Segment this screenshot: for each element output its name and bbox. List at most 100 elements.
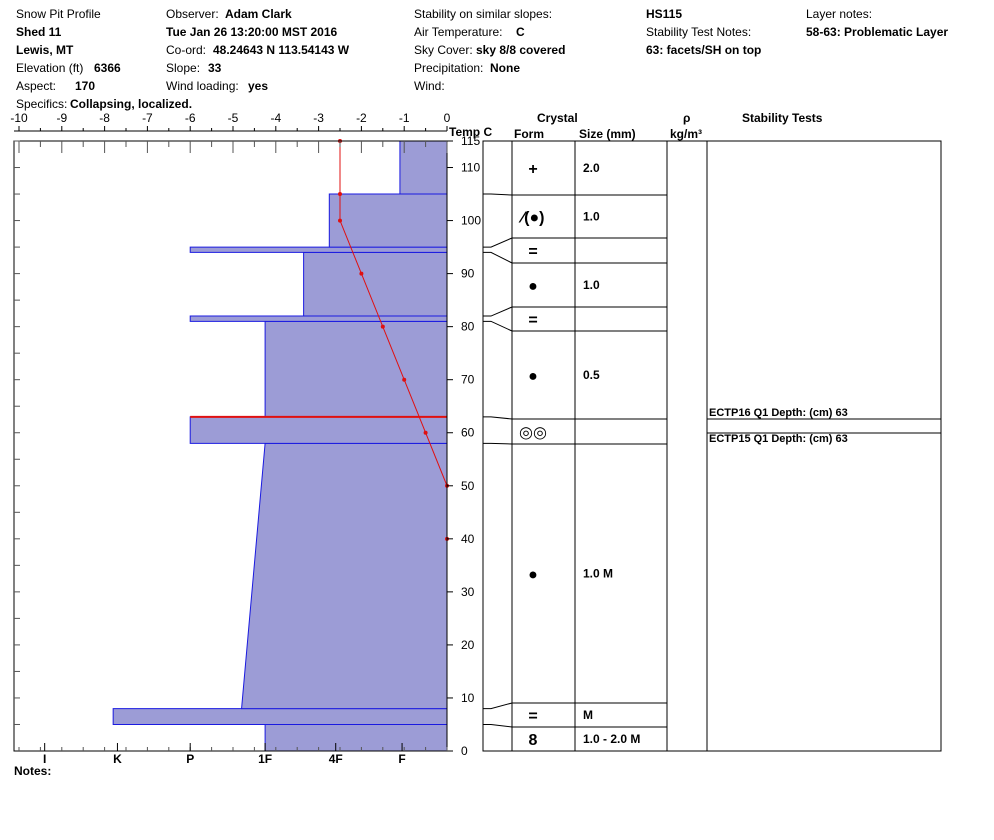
stability-test-entry: ECTP15 Q1 Depth: (cm) 63 — [709, 433, 848, 445]
height-tick-label: 110 — [461, 161, 480, 175]
air-temp-label: Air Temperature: — [414, 25, 503, 39]
height-tick-label: 50 — [461, 479, 475, 493]
depth-hoar-icon: 8 — [529, 732, 538, 749]
wind-label: Wind: — [414, 79, 445, 93]
aspect-value: 170 — [75, 79, 96, 93]
specifics-label: Specifics: — [16, 97, 68, 111]
hardness-tick-label: 1F — [258, 752, 272, 766]
hardness-tick-label: K — [113, 752, 122, 766]
layer-table-border — [482, 140, 942, 752]
hardness-tick-label: 4F — [329, 752, 343, 766]
stability-test-entry: ECTP16 Q1 Depth: (cm) 63 — [709, 407, 848, 419]
height-tick-label: 10 — [461, 691, 475, 705]
layer-connector — [483, 442, 513, 445]
crystal-header: Crystal — [537, 111, 578, 125]
layer-notes-label: Layer notes: — [806, 7, 873, 21]
temp-tick-label: -8 — [99, 111, 110, 125]
temperature-point — [338, 218, 342, 223]
height-tick-label: 0 — [461, 744, 468, 758]
aspect-label: Aspect: — [16, 79, 57, 93]
sky-value: sky 8/8 covered — [476, 43, 566, 57]
layer-size: 0.5 — [583, 368, 600, 382]
layer-connector — [483, 702, 513, 710]
layer-size: 1.0 — [583, 278, 600, 292]
stability-similar-label: Stability on similar slopes: — [414, 7, 553, 21]
hardness-layer — [112, 708, 448, 725]
location: Lewis, MT — [16, 43, 74, 57]
chart-title: Snow Pit Profile — [16, 7, 101, 21]
layer-connector — [483, 320, 513, 332]
layer-connector — [483, 251, 513, 264]
air-temp-value: C — [516, 25, 525, 39]
hardness-layer — [241, 442, 448, 710]
hardness-profile — [112, 140, 448, 752]
layer-connector — [483, 306, 513, 317]
height-tick-label: 100 — [461, 214, 481, 228]
wind-loading-label: Wind loading: — [166, 79, 239, 93]
hardness-layer — [189, 416, 448, 444]
height-tick-label: 70 — [461, 373, 475, 387]
layer-size: 2.0 — [583, 161, 600, 175]
height-tick-label: 60 — [461, 426, 475, 440]
datetime: Tue Jan 26 13:20:00 MST 2016 — [166, 25, 338, 39]
decomposing-rounded-icon: ⁄(●) — [519, 210, 545, 227]
temp-tick-label: -9 — [56, 111, 67, 125]
surface-hoar-icon: = — [528, 312, 537, 329]
hardness-layer — [303, 251, 448, 317]
wind-loading-value: yes — [248, 79, 269, 93]
precip-value: None — [490, 61, 520, 75]
layer-connector — [483, 416, 513, 420]
rounded-grains-icon: ● — [528, 567, 538, 584]
form-header: Form — [514, 127, 544, 141]
temperature-point — [338, 192, 342, 197]
rounded-grains-icon: ● — [528, 278, 538, 295]
temperature-point — [380, 324, 385, 329]
temp-tick-label: -6 — [185, 111, 196, 125]
snow-pit-chart: -10 -9 -8 -7 -6 -5 -4 -3 -2 -1 0010203040506070809… — [10, 111, 942, 766]
notes-label: Notes: — [14, 764, 52, 778]
temp-tick-label: -3 — [313, 111, 324, 125]
surface-hoar-icon: = — [528, 244, 537, 261]
layer-notes-value: 58-63: Problematic Layer — [806, 25, 949, 39]
elevation-label: Elevation (ft) — [16, 61, 84, 75]
hardness-layer — [189, 246, 448, 253]
sky-label: Sky Cover: — [414, 43, 473, 57]
precip-label: Precipitation: — [414, 61, 484, 75]
observer-value: Adam Clark — [225, 7, 292, 21]
height-tick-label: 80 — [461, 320, 475, 334]
temperature-profile — [190, 139, 449, 541]
slope-value: 33 — [208, 61, 222, 75]
slope-label: Slope: — [166, 61, 201, 75]
hardness-layer — [189, 315, 448, 322]
stability-notes-label: Stability Test Notes: — [646, 25, 752, 39]
layer-connector — [483, 193, 513, 196]
layer-size: 1.0 — [583, 210, 600, 224]
temperature-point — [359, 271, 364, 276]
coord-label: Co-ord: — [166, 43, 207, 57]
hardness-tick-label: P — [186, 752, 194, 766]
site-name: Shed 11 — [16, 25, 62, 39]
hardness-tick-label: F — [398, 752, 405, 766]
surface-hoar-icon: = — [528, 708, 537, 725]
temp-tick-label: -2 — [356, 111, 367, 125]
height-tick-label: 20 — [461, 638, 475, 652]
hardness-tick-label: I — [43, 752, 46, 766]
observer-label: Observer: — [166, 7, 219, 21]
chart-axes: -10 -9 -8 -7 -6 -5 -4 -3 -2 -1 0010203040506070809… — [10, 111, 481, 766]
layer-size: 1.0 M — [583, 567, 613, 581]
stability-tests-header: Stability Tests — [742, 111, 823, 125]
height-tick-label: 30 — [461, 585, 475, 599]
temp-axis-header: Temp C — [449, 125, 492, 139]
temperature-point — [423, 430, 428, 435]
hs-value: HS115 — [646, 7, 683, 21]
size-header: Size (mm) — [579, 127, 636, 141]
temp-tick-label: -7 — [142, 111, 153, 125]
hardness-layer — [264, 723, 448, 752]
temp-tick-label: -10 — [10, 111, 28, 125]
elevation-value: 6366 — [94, 61, 121, 75]
melt-forms-icon: ◎◎ — [519, 425, 547, 442]
temp-tick-label: 0 — [444, 111, 451, 125]
rounded-grains-icon: ● — [528, 368, 538, 385]
temp-tick-label: -4 — [270, 111, 281, 125]
height-tick-label: 115 — [461, 134, 480, 148]
